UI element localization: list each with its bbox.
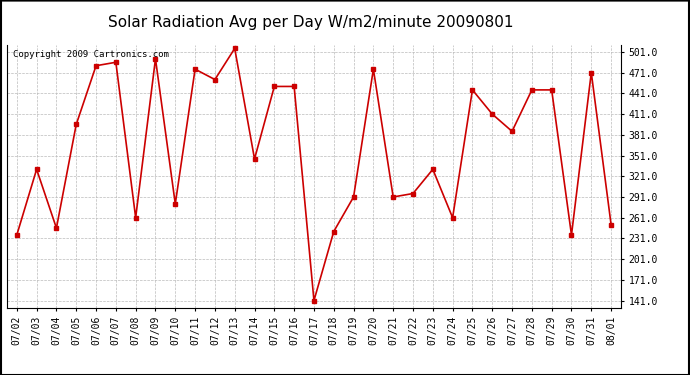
Text: Copyright 2009 Cartronics.com: Copyright 2009 Cartronics.com — [13, 50, 169, 59]
Text: Solar Radiation Avg per Day W/m2/minute 20090801: Solar Radiation Avg per Day W/m2/minute … — [108, 15, 513, 30]
